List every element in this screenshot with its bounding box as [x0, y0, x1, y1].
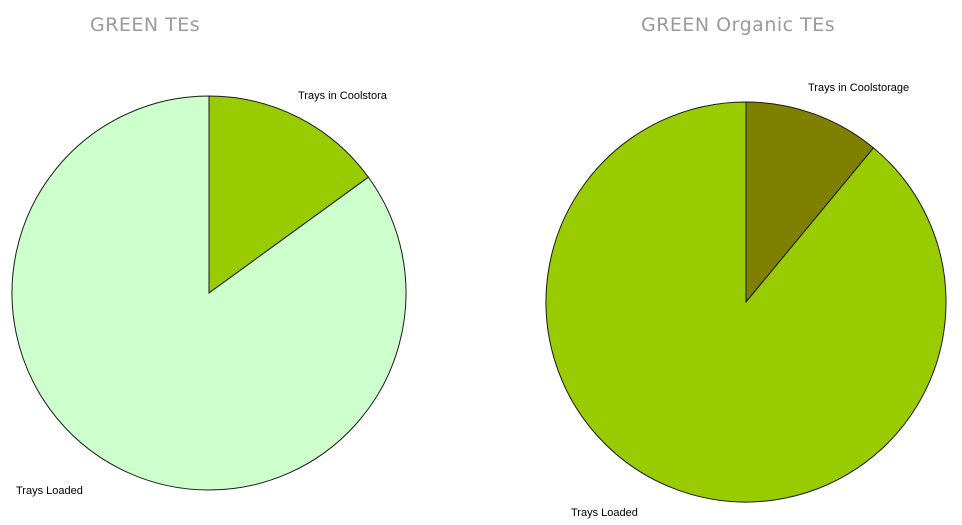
pie-slice-trays-loaded [545, 101, 947, 503]
chart-green-tes: GREEN TEs Trays in Coolstora Trays Loaded [11, 14, 407, 497]
pie-chart: Trays in Coolstora Trays Loaded [11, 90, 407, 497]
slice-label: Trays Loaded [16, 485, 83, 497]
chart-title: GREEN TEs [90, 14, 201, 36]
pie-slice-trays-in-coolstorage [745, 101, 875, 304]
chart-title: GREEN Organic TEs [641, 14, 836, 36]
pie-slice-trays-in-coolstora [208, 95, 370, 294]
slice-label: Trays in Coolstorage [808, 82, 909, 94]
pie-slice-trays-loaded [11, 95, 407, 491]
slice-label: Trays in Coolstora [298, 90, 388, 102]
pie-chart: Trays in Coolstorage Trays Loaded [545, 82, 947, 519]
slice-label: Trays Loaded [571, 507, 638, 519]
chart-green-organic-tes: GREEN Organic TEs Trays in Coolstorage Tr… [481, 0, 962, 525]
